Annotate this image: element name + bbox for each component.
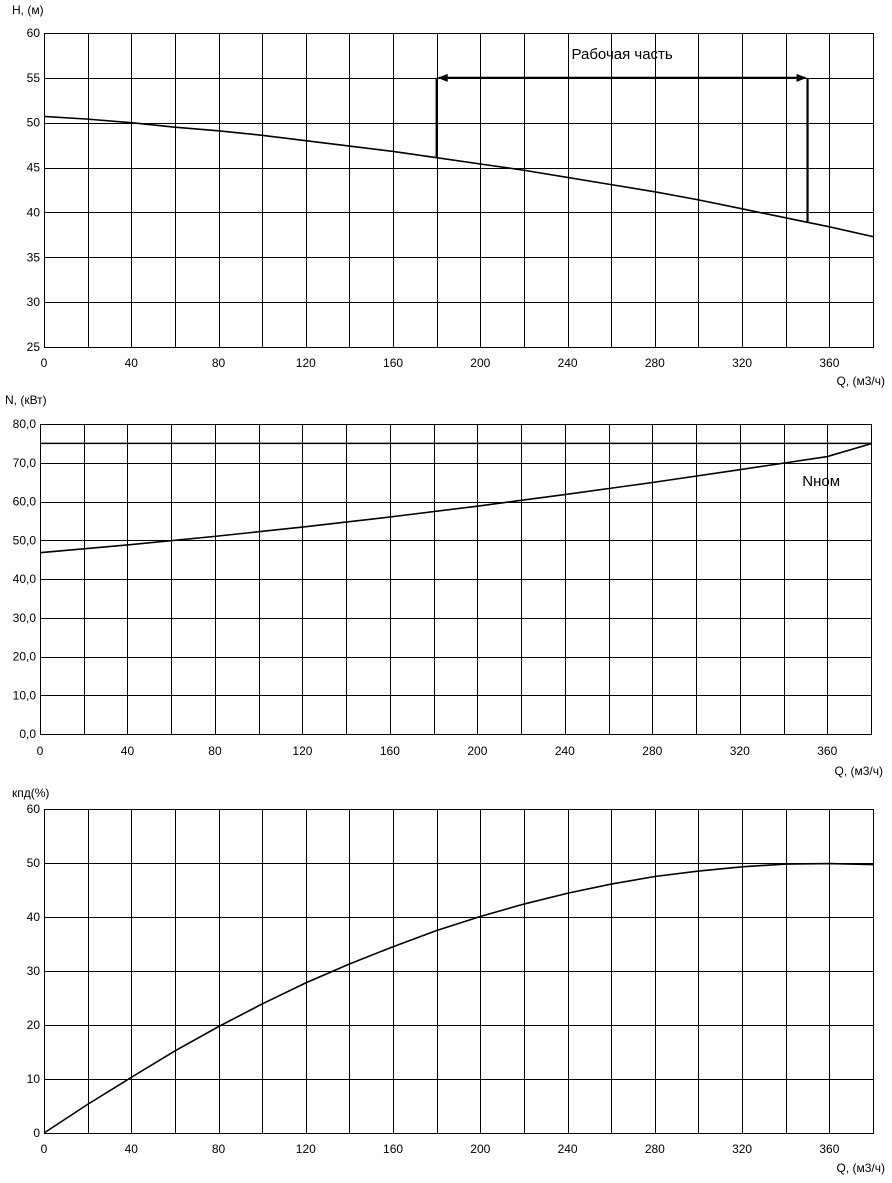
- y-tick-label: 10: [27, 1072, 41, 1086]
- arrow-head-right: [796, 73, 807, 82]
- x-tick-label: 40: [125, 356, 139, 370]
- y-tick-label: 30: [27, 964, 41, 978]
- y-tick-label: 20,0: [13, 650, 37, 664]
- chart-1: 0 40 80 120 160 200 240 280 320 360 25 30 35 40 45 50 55…: [12, 3, 885, 388]
- x-axis-label: Q, (м3/ч): [834, 764, 883, 778]
- y-tick-label: 50: [27, 116, 41, 130]
- y-tick-label: 0: [33, 1126, 40, 1140]
- series-line-1: [43, 862, 874, 1134]
- x-tick-label: 160: [383, 356, 403, 370]
- plot-frame: [44, 809, 874, 1134]
- x-tick-label: 200: [467, 744, 487, 758]
- x-tick-label: 80: [208, 744, 222, 758]
- x-tick-label: 160: [383, 1142, 403, 1156]
- y-tick-label: 45: [27, 161, 41, 175]
- x-tick-label: 0: [41, 356, 48, 370]
- x-tick-label: 200: [470, 356, 490, 370]
- x-axis-label: Q, (м3/ч): [836, 374, 885, 388]
- y-axis-label: N, (кВт): [5, 393, 47, 407]
- x-tick-label: 360: [819, 1142, 839, 1156]
- x-tick-label: 40: [121, 744, 135, 758]
- x-tick-label: 280: [645, 1142, 665, 1156]
- x-tick-label: 360: [817, 744, 837, 758]
- y-tick-label: 20: [27, 1018, 41, 1032]
- y-tick-label: 30: [27, 295, 41, 309]
- y-tick-label: 60: [27, 26, 41, 40]
- x-tick-label: 320: [732, 356, 752, 370]
- y-tick-label: 25: [27, 340, 41, 354]
- arrow-head-left: [437, 73, 448, 82]
- x-tick-label: 360: [819, 356, 839, 370]
- nominal-power-label: Nном: [802, 473, 840, 490]
- x-tick-label: 80: [212, 356, 226, 370]
- y-tick-label: 40: [27, 910, 41, 924]
- y-tick-label: 50: [27, 856, 41, 870]
- y-tick-label: 60: [27, 802, 41, 816]
- x-tick-label: 320: [730, 744, 750, 758]
- y-tick-label: 35: [27, 250, 41, 264]
- y-tick-label: 80,0: [13, 417, 37, 431]
- chart-3: 0 40 80 120 160 200 240 280 320 360 0 10 20 30 40 50 60 к…: [12, 786, 885, 1175]
- y-tick-label: 30,0: [13, 611, 37, 625]
- y-axis-label: кпд(%): [12, 786, 49, 800]
- x-tick-label: 280: [645, 356, 665, 370]
- x-tick-label: 320: [732, 1142, 752, 1156]
- y-axis-label: H, (м): [12, 3, 44, 17]
- y-tick-label: 55: [27, 71, 41, 85]
- x-tick-label: 120: [296, 1142, 316, 1156]
- x-tick-label: 120: [296, 356, 316, 370]
- x-tick-label: 80: [212, 1142, 226, 1156]
- x-axis-label: Q, (м3/ч): [836, 1161, 885, 1175]
- y-tick-label: 40: [27, 205, 41, 219]
- x-tick-label: 240: [555, 744, 575, 758]
- plot-frame: [44, 33, 874, 348]
- y-tick-label: 70,0: [13, 456, 37, 470]
- x-tick-label: 240: [558, 1142, 578, 1156]
- working-range-label: Рабочая часть: [571, 46, 672, 63]
- x-tick-label: 160: [380, 744, 400, 758]
- x-tick-label: 0: [37, 744, 44, 758]
- x-tick-label: 0: [41, 1142, 48, 1156]
- y-tick-label: 0,0: [19, 727, 36, 741]
- x-tick-label: 240: [558, 356, 578, 370]
- series-line-1: [43, 115, 874, 238]
- y-tick-label: 60,0: [13, 495, 37, 509]
- x-tick-label: 40: [125, 1142, 139, 1156]
- x-tick-label: 120: [292, 744, 312, 758]
- series-line-1: [39, 442, 872, 554]
- y-tick-label: 40,0: [13, 572, 37, 586]
- x-tick-label: 200: [470, 1142, 490, 1156]
- plot-frame: [40, 424, 872, 735]
- x-tick-label: 280: [642, 744, 662, 758]
- y-tick-label: 50,0: [13, 533, 37, 547]
- chart-2: 0 40 80 120 160 200 240 280 320 360 0,0 10,0 20,0 30,…: [5, 393, 883, 778]
- y-tick-label: 10,0: [13, 688, 37, 702]
